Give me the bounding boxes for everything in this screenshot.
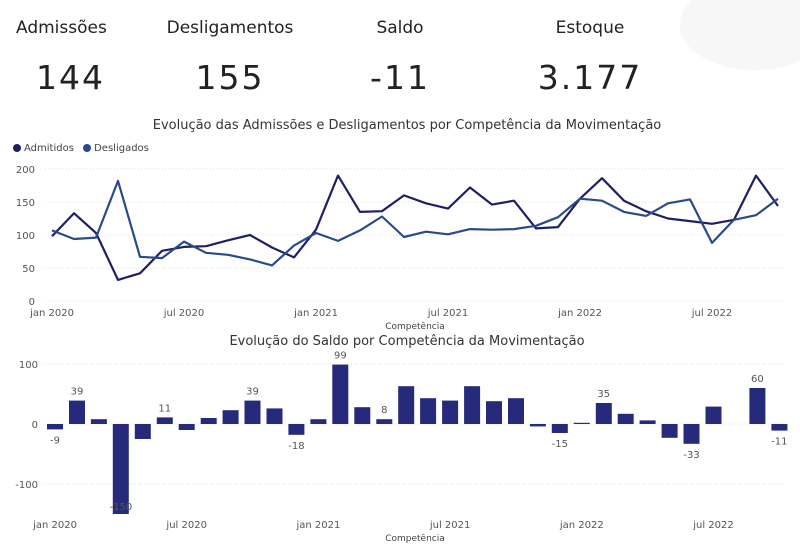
data-label: 39 bbox=[246, 387, 259, 398]
data-label: -11 bbox=[771, 437, 787, 448]
bar bbox=[200, 418, 217, 424]
x-tick-label: jan 2020 bbox=[29, 308, 74, 319]
bar bbox=[420, 398, 437, 424]
bar bbox=[244, 400, 261, 424]
x-tick-label: jan 2022 bbox=[557, 308, 602, 319]
data-label: 39 bbox=[71, 387, 84, 398]
x-tick-label: jul 2021 bbox=[427, 308, 469, 319]
x-tick-label: jan 2022 bbox=[559, 520, 604, 531]
bar bbox=[354, 407, 371, 424]
data-label: 60 bbox=[751, 374, 764, 385]
x-axis-title: Competência bbox=[385, 321, 445, 332]
bar bbox=[266, 408, 283, 424]
y-tick-label: 100 bbox=[16, 231, 35, 242]
data-label: -9 bbox=[50, 435, 60, 446]
bar bbox=[134, 424, 151, 439]
bar bbox=[705, 406, 722, 424]
bar bbox=[112, 424, 129, 514]
x-tick-label: jul 2022 bbox=[692, 520, 734, 531]
kpi-label: Desligamentos bbox=[166, 18, 294, 38]
x-tick-label: jul 2021 bbox=[429, 520, 471, 531]
data-label: 8 bbox=[381, 405, 387, 416]
legend-item-desligados[interactable]: Desligados bbox=[83, 143, 149, 154]
bar bbox=[442, 400, 459, 424]
y-tick-label: 200 bbox=[16, 165, 35, 176]
y-tick-label: 150 bbox=[16, 198, 35, 209]
bar bbox=[639, 420, 656, 424]
y-tick-label: 0 bbox=[32, 420, 38, 431]
data-label: -150 bbox=[109, 502, 132, 513]
y-tick-label: 100 bbox=[19, 360, 38, 371]
legend-dot-icon bbox=[13, 144, 21, 152]
bar bbox=[376, 419, 393, 424]
data-label: -33 bbox=[683, 450, 699, 461]
bar bbox=[464, 386, 481, 424]
bar bbox=[69, 400, 85, 424]
bar bbox=[310, 419, 327, 424]
bar bbox=[288, 424, 305, 435]
bar bbox=[486, 401, 502, 424]
x-tick-label: jul 2020 bbox=[165, 520, 207, 531]
bar bbox=[595, 403, 612, 424]
bar bbox=[573, 422, 590, 424]
x-tick-label: jan 2021 bbox=[295, 520, 340, 531]
data-label: -15 bbox=[552, 439, 568, 450]
x-axis-title: Competência bbox=[385, 533, 445, 544]
data-label: 99 bbox=[334, 351, 347, 362]
bar bbox=[661, 424, 678, 438]
bar bbox=[551, 424, 568, 433]
kpi-value: -11 bbox=[370, 58, 430, 97]
data-label: -18 bbox=[288, 441, 304, 452]
bar bbox=[90, 419, 107, 424]
y-tick-label: 0 bbox=[29, 297, 35, 308]
kpi-value: 144 bbox=[36, 58, 105, 97]
legend-label: Desligados bbox=[94, 143, 149, 154]
bar bbox=[398, 386, 415, 424]
bar-chart-title: Evolução do Saldo por Competência da Mov… bbox=[229, 334, 585, 349]
bar bbox=[749, 388, 766, 424]
legend-dot-icon bbox=[83, 144, 92, 152]
y-tick-label: 50 bbox=[22, 264, 35, 275]
y-tick-label: -100 bbox=[15, 480, 38, 491]
bar bbox=[771, 424, 788, 431]
x-tick-label: jul 2020 bbox=[163, 308, 205, 319]
bar bbox=[617, 413, 634, 424]
legend-item-admitidos[interactable]: Admitidos bbox=[13, 143, 74, 154]
bar bbox=[508, 398, 524, 424]
bar bbox=[156, 417, 173, 424]
line-chart-title: Evolução das Admissões e Desligamentos p… bbox=[152, 118, 662, 133]
series-line-admitidos bbox=[51, 174, 779, 281]
bar bbox=[222, 410, 239, 424]
bar bbox=[332, 364, 349, 424]
kpi-label: Admissões bbox=[16, 18, 107, 38]
x-tick-label: jan 2020 bbox=[32, 520, 77, 531]
x-tick-label: jul 2022 bbox=[691, 308, 733, 319]
kpi-label: Saldo bbox=[376, 18, 424, 38]
line-chart-legend: Admitidos Desligados bbox=[13, 143, 155, 154]
data-label: 11 bbox=[158, 403, 171, 414]
legend-label: Admitidos bbox=[24, 143, 74, 154]
bar bbox=[683, 424, 700, 444]
data-label: 35 bbox=[597, 389, 610, 400]
series-line-desligados bbox=[51, 179, 779, 267]
bar bbox=[178, 424, 195, 430]
kpi-value: 3.177 bbox=[537, 58, 643, 97]
x-tick-label: jan 2021 bbox=[293, 308, 338, 319]
bar bbox=[47, 424, 63, 430]
kpi-label: Estoque bbox=[555, 18, 625, 38]
kpi-value: 155 bbox=[195, 58, 265, 97]
bar bbox=[529, 424, 546, 427]
